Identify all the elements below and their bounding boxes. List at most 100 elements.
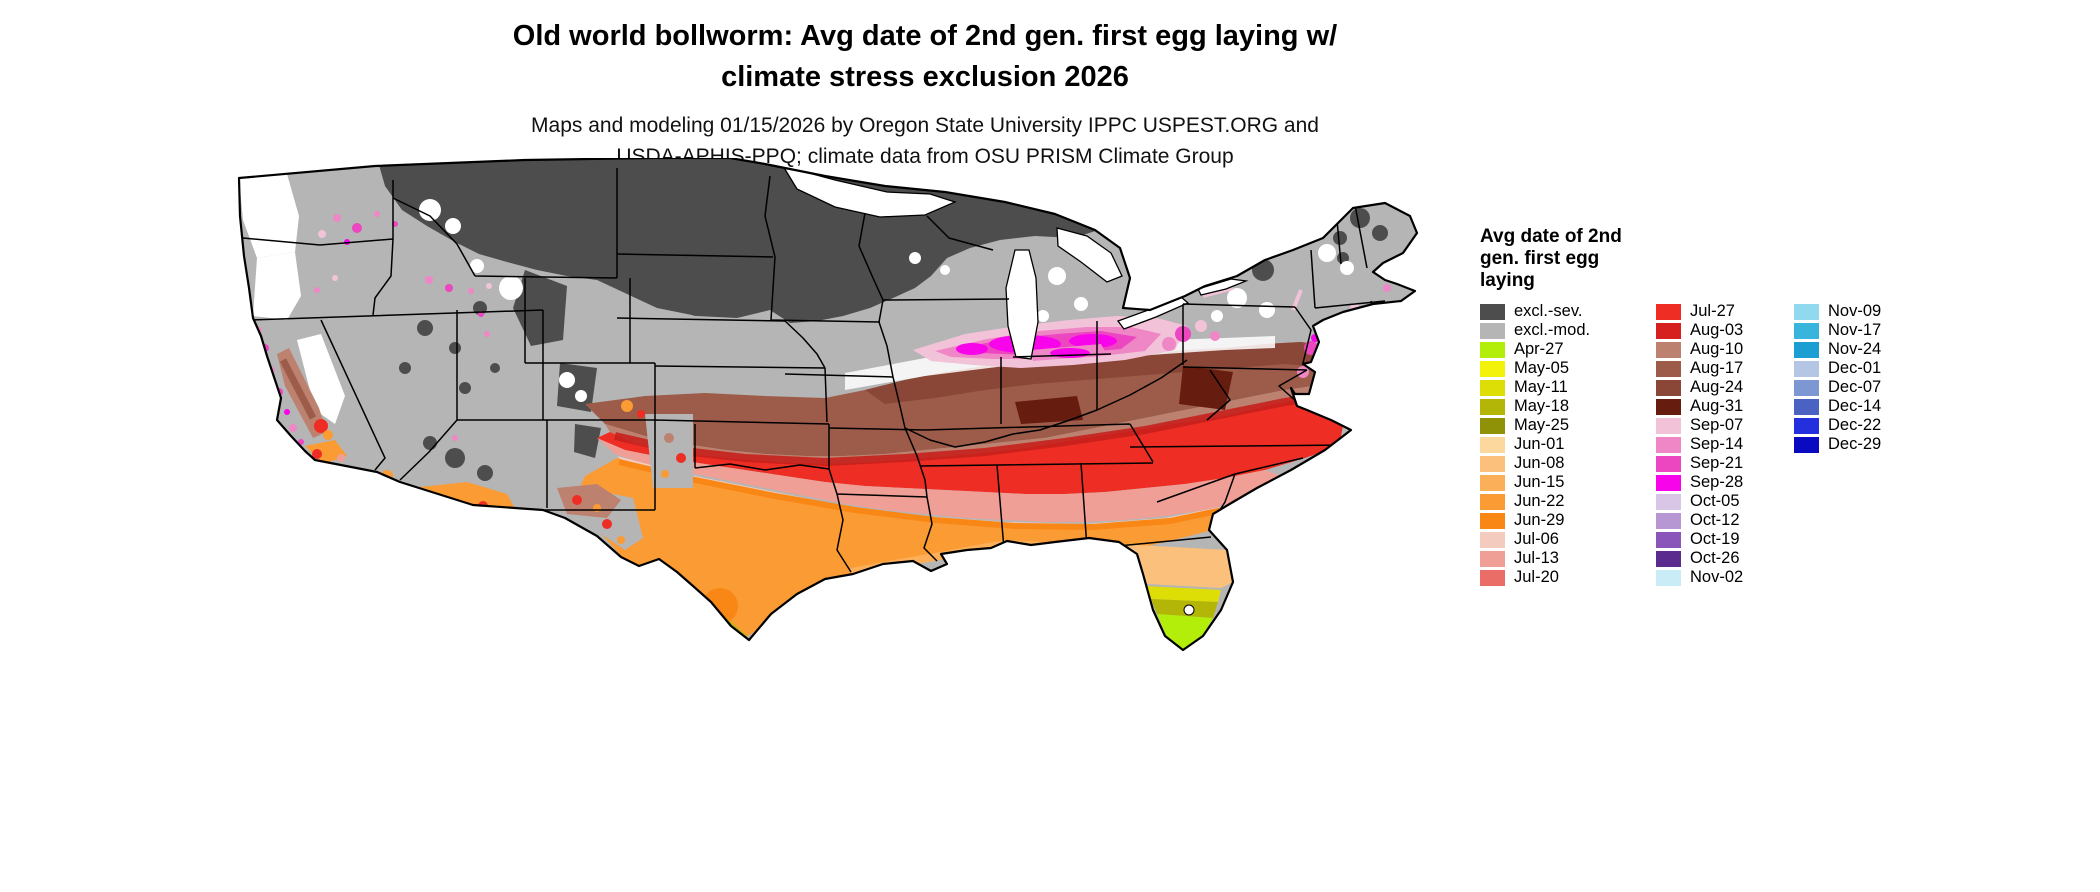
legend-swatch	[1794, 379, 1819, 396]
legend-item-jun-29: Jun-29	[1480, 511, 1630, 530]
legend-swatch	[1794, 398, 1819, 415]
legend-item-dec-29: Dec-29	[1794, 435, 1881, 454]
legend-label: Dec-14	[1828, 397, 1882, 415]
legend-item-may-11: May-11	[1480, 378, 1630, 397]
legend-swatch	[1480, 474, 1505, 491]
legend-swatch	[1656, 379, 1681, 396]
legend-label: Jun-01	[1514, 435, 1565, 453]
legend-label: excl.-sev.	[1514, 302, 1583, 320]
page-subtitle: Maps and modeling 01/15/2026 by Oregon S…	[330, 111, 1520, 172]
legend-swatch	[1794, 322, 1819, 339]
legend-swatch	[1480, 550, 1505, 567]
legend-label: Sep-14	[1690, 435, 1744, 453]
legend-swatch	[1480, 360, 1505, 377]
legend-item-oct-26: Oct-26	[1656, 549, 1768, 568]
legend-item-oct-12: Oct-12	[1656, 511, 1768, 530]
legend-swatch	[1656, 569, 1681, 586]
legend-label: Jul-13	[1514, 549, 1559, 567]
legend-item-sep-07: Sep-07	[1656, 416, 1768, 435]
legend-swatch	[1656, 531, 1681, 548]
legend-swatch	[1480, 379, 1505, 396]
legend-item-aug-03: Aug-03	[1656, 321, 1768, 340]
legend-item-aug-17: Aug-17	[1656, 359, 1768, 378]
subtitle-line-1: Maps and modeling 01/15/2026 by Oregon S…	[531, 114, 1319, 138]
title-line-1: Old world bollworm: Avg date of 2nd gen.…	[512, 20, 1338, 52]
legend-label: Nov-17	[1828, 321, 1882, 339]
legend-label: Aug-31	[1690, 397, 1744, 415]
legend-swatch	[1794, 341, 1819, 358]
legend-label: Jun-22	[1514, 492, 1565, 510]
legend-item-jul-27: Jul-27	[1656, 302, 1768, 321]
legend-item-excl-sev-: excl.-sev.	[1480, 302, 1630, 321]
map-state-borders	[242, 168, 1386, 573]
page-title: Old world bollworm: Avg date of 2nd gen.…	[330, 16, 1520, 97]
legend-item-nov-24: Nov-24	[1794, 340, 1881, 359]
legend-swatch	[1794, 360, 1819, 377]
legend-swatch	[1480, 455, 1505, 472]
legend-label: Dec-07	[1828, 378, 1882, 396]
legend-swatch	[1480, 398, 1505, 415]
legend-label: Sep-21	[1690, 454, 1744, 472]
legend-item-jul-13: Jul-13	[1480, 549, 1630, 568]
legend-item-oct-05: Oct-05	[1656, 492, 1768, 511]
legend-item-may-18: May-18	[1480, 397, 1630, 416]
legend-column-1: excl.-sev. excl.-mod. Apr-27 May-05 May-11 Ma…	[1480, 302, 1630, 587]
legend-item-aug-24: Aug-24	[1656, 378, 1768, 397]
legend-label: Nov-24	[1828, 340, 1882, 358]
legend-label: Jun-15	[1514, 473, 1565, 491]
legend-item-nov-02: Nov-02	[1656, 568, 1768, 587]
legend-swatch	[1794, 417, 1819, 434]
legend-label: May-05	[1514, 359, 1570, 377]
legend-title: Avg date of 2nd gen. first egg laying	[1480, 226, 2080, 292]
legend-item-excl-mod-: excl.-mod.	[1480, 321, 1630, 340]
legend-label: Aug-24	[1690, 378, 1744, 396]
legend-label: Sep-07	[1690, 416, 1744, 434]
map-lakes	[781, 164, 1249, 360]
map-outline	[237, 158, 1419, 652]
legend-item-jun-15: Jun-15	[1480, 473, 1630, 492]
legend-label: Dec-22	[1828, 416, 1882, 434]
legend-swatch	[1480, 322, 1505, 339]
legend-label: Jun-08	[1514, 454, 1565, 472]
legend-item-jun-01: Jun-01	[1480, 435, 1630, 454]
legend-label: Jun-29	[1514, 511, 1565, 529]
legend-item-sep-21: Sep-21	[1656, 454, 1768, 473]
legend-label: Aug-03	[1690, 321, 1744, 339]
legend-label: Sep-28	[1690, 473, 1744, 491]
legend-swatch	[1656, 455, 1681, 472]
legend-label: Aug-17	[1690, 359, 1744, 377]
legend-label: Dec-01	[1828, 359, 1882, 377]
legend-swatch	[1480, 341, 1505, 358]
legend-swatch	[1480, 569, 1505, 586]
legend: Avg date of 2nd gen. first egg laying ex…	[1480, 226, 2080, 587]
legend-item-jul-20: Jul-20	[1480, 568, 1630, 587]
legend-label: Oct-19	[1690, 530, 1740, 548]
legend-columns: excl.-sev. excl.-mod. Apr-27 May-05 May-11 Ma…	[1480, 302, 2080, 587]
legend-label: Nov-02	[1690, 568, 1744, 586]
legend-swatch	[1480, 436, 1505, 453]
legend-swatch	[1656, 436, 1681, 453]
legend-item-dec-14: Dec-14	[1794, 397, 1881, 416]
legend-label: Oct-12	[1690, 511, 1740, 529]
legend-swatch	[1656, 417, 1681, 434]
legend-item-nov-09: Nov-09	[1794, 302, 1881, 321]
legend-item-jul-06: Jul-06	[1480, 530, 1630, 549]
us-map-svg	[237, 158, 1419, 652]
legend-label: Dec-29	[1828, 435, 1882, 453]
legend-swatch	[1656, 322, 1681, 339]
legend-label: Apr-27	[1514, 340, 1564, 358]
legend-swatch	[1794, 436, 1819, 453]
legend-swatch	[1656, 341, 1681, 358]
legend-item-may-05: May-05	[1480, 359, 1630, 378]
legend-swatch	[1656, 303, 1681, 320]
legend-title-line-1: Avg date of 2nd	[1480, 226, 1622, 247]
legend-item-aug-31: Aug-31	[1656, 397, 1768, 416]
legend-column-3: Nov-09 Nov-17 Nov-24 Dec-01 Dec-07 Dec-14 Dec-…	[1794, 302, 1881, 454]
legend-item-oct-19: Oct-19	[1656, 530, 1768, 549]
map-header: Old world bollworm: Avg date of 2nd gen.…	[330, 16, 1520, 172]
legend-item-sep-28: Sep-28	[1656, 473, 1768, 492]
legend-label: Oct-05	[1690, 492, 1740, 510]
legend-title-line-3: laying	[1480, 270, 1535, 291]
subtitle-line-2: USDA-APHIS-PPQ; climate data from OSU PR…	[616, 144, 1234, 168]
legend-column-2: Jul-27 Aug-03 Aug-10 Aug-17 Aug-24 Aug-31 Sep-…	[1656, 302, 1768, 587]
